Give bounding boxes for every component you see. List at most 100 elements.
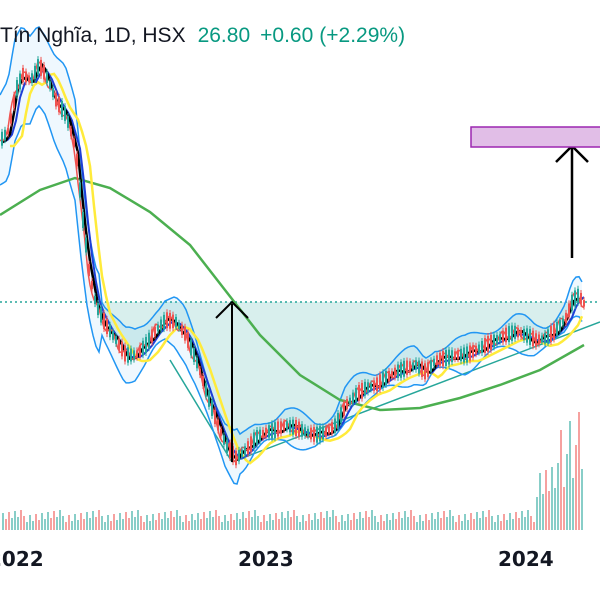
volume-bar bbox=[242, 512, 244, 530]
candle-body bbox=[535, 333, 537, 347]
volume-bar bbox=[524, 517, 526, 530]
volume-bar bbox=[77, 520, 79, 530]
cup-left-line bbox=[169, 359, 233, 463]
target-zone-box bbox=[470, 126, 600, 148]
candle-body bbox=[28, 75, 30, 83]
candle-body bbox=[274, 422, 276, 439]
volume-bar bbox=[158, 513, 160, 530]
volume-bar bbox=[353, 513, 355, 530]
candle-body bbox=[103, 313, 105, 329]
volume-bar bbox=[152, 514, 154, 530]
candle-body bbox=[460, 348, 462, 362]
candle-body bbox=[349, 397, 351, 405]
candle-body bbox=[346, 399, 348, 409]
candle-body bbox=[334, 418, 336, 433]
candle-body bbox=[238, 449, 240, 462]
candle-body bbox=[406, 360, 408, 375]
volume-bar bbox=[224, 515, 226, 530]
candle-body bbox=[388, 370, 390, 382]
candle-body bbox=[4, 129, 6, 141]
candle-body bbox=[25, 71, 27, 83]
volume-bar bbox=[416, 522, 418, 530]
candle-body bbox=[217, 419, 219, 431]
x-tick-label: 2024 bbox=[498, 547, 554, 571]
volume-bar bbox=[443, 511, 445, 530]
candle-body bbox=[562, 318, 564, 325]
candle-body bbox=[19, 73, 21, 90]
volume-bar bbox=[161, 519, 163, 530]
candle-body bbox=[64, 106, 66, 121]
volume-bar bbox=[572, 478, 574, 530]
candle-body bbox=[430, 360, 432, 372]
volume-bar bbox=[149, 521, 151, 530]
candle-body bbox=[193, 348, 195, 362]
candle-body bbox=[400, 362, 402, 378]
candle-body bbox=[544, 332, 546, 344]
candle-body bbox=[49, 81, 51, 89]
price-change: +0.60 bbox=[260, 24, 314, 47]
candle-body bbox=[187, 332, 189, 348]
candle-body bbox=[205, 383, 207, 397]
candle-body bbox=[328, 426, 330, 434]
volume-bar bbox=[374, 516, 376, 530]
candle-body bbox=[289, 420, 291, 433]
candle-body bbox=[574, 290, 576, 307]
candle-body bbox=[385, 371, 387, 385]
candle-body bbox=[58, 96, 60, 113]
volume-bar bbox=[485, 517, 487, 530]
candle-body bbox=[553, 323, 555, 340]
volume-bar bbox=[581, 469, 583, 530]
candle-body bbox=[493, 334, 495, 348]
volume-bar bbox=[509, 513, 511, 530]
volume-bar bbox=[404, 511, 406, 530]
candle-body bbox=[262, 429, 264, 438]
candle-body bbox=[13, 94, 15, 109]
volume-bar bbox=[23, 516, 25, 530]
candle-body bbox=[511, 325, 513, 341]
volume-bar bbox=[470, 513, 472, 530]
candle-body bbox=[112, 331, 114, 340]
volume-bar bbox=[305, 521, 307, 530]
candle-body bbox=[322, 426, 324, 440]
candle-body bbox=[10, 113, 12, 124]
volume-bar bbox=[146, 515, 148, 530]
candle-body bbox=[241, 449, 243, 457]
candle-body bbox=[292, 419, 294, 435]
volume-bar bbox=[362, 518, 364, 530]
candle-body bbox=[523, 328, 525, 340]
candle-body bbox=[34, 65, 36, 80]
candle-body bbox=[283, 421, 285, 431]
volume-bar bbox=[137, 510, 139, 530]
volume-bar bbox=[278, 519, 280, 530]
volume-bar bbox=[473, 519, 475, 530]
volume-bar bbox=[125, 512, 127, 530]
volume-bar bbox=[116, 520, 118, 530]
candle-body bbox=[145, 337, 147, 353]
volume-bar bbox=[263, 515, 265, 530]
volume-bar bbox=[35, 514, 37, 530]
candle-body bbox=[559, 320, 561, 331]
candle-body bbox=[22, 67, 24, 83]
volume-bar bbox=[299, 522, 301, 530]
candle-body bbox=[172, 314, 174, 329]
candle-body bbox=[1, 131, 3, 146]
volume-bar bbox=[464, 514, 466, 530]
volume-bar bbox=[422, 521, 424, 530]
symbol-title: Tín Nghĩa, 1D, HSX bbox=[0, 24, 186, 47]
candle-body bbox=[61, 101, 63, 117]
candle-body bbox=[94, 295, 96, 305]
volume-bar bbox=[20, 510, 22, 530]
candle-body bbox=[211, 400, 213, 416]
volume-bar bbox=[506, 520, 508, 530]
volume-bar bbox=[458, 515, 460, 530]
candle-body bbox=[244, 446, 246, 456]
volume-bar bbox=[329, 517, 331, 530]
volume-bar bbox=[284, 518, 286, 530]
candle-body bbox=[16, 80, 18, 96]
volume-bar bbox=[140, 516, 142, 530]
volume-bar bbox=[98, 510, 100, 530]
volume-bar bbox=[227, 521, 229, 530]
volume-bar bbox=[563, 487, 565, 530]
volume-bar bbox=[386, 514, 388, 530]
candle-body bbox=[121, 341, 123, 357]
